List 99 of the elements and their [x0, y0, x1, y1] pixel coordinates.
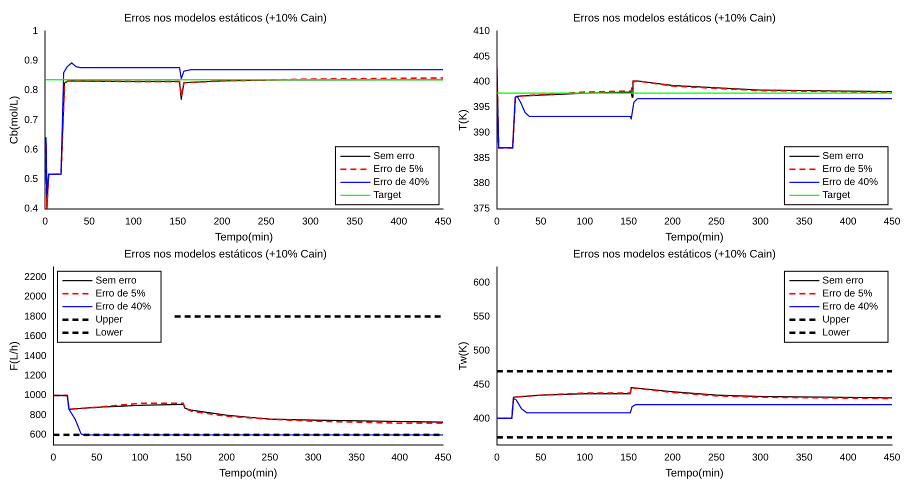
y-tick-label: 0.8 [24, 85, 39, 96]
y-tick-label: 0.5 [24, 174, 39, 185]
legend-label: Erro de 5% [373, 164, 424, 176]
x-tick-label: 450 [434, 452, 452, 464]
y-tick-label: 550 [473, 312, 490, 323]
x-tick-label: 100 [125, 216, 142, 228]
x-tick-label: 0 [494, 216, 500, 228]
x-tick-label: 400 [840, 452, 857, 464]
x-axis-title: Tempo(min) [215, 231, 274, 244]
x-tick-label: 350 [796, 452, 813, 464]
y-tick-label: 405 [473, 51, 490, 62]
legend-label: Erro de 40% [95, 301, 152, 312]
legend-label: Sem erro [373, 151, 415, 162]
y-tick-label: 2200 [24, 272, 47, 283]
x-tick-label: 0 [42, 216, 48, 228]
y-tick-label: 450 [473, 380, 490, 391]
y-tick-label: 390 [473, 127, 490, 138]
legend-label: Erro de 40% [373, 177, 430, 188]
y-tick-label: 395 [473, 102, 490, 114]
legend-label: Erro de 5% [822, 164, 873, 176]
y-tick-label: 1600 [24, 331, 47, 342]
y-tick-label: 410 [473, 26, 490, 37]
x-tick-label: 50 [535, 216, 547, 228]
y-tick-label: 600 [30, 430, 47, 441]
legend-label: Erro de 5% [95, 288, 146, 300]
y-tick-label: 0.7 [24, 114, 39, 126]
chart-title: Erros nos modelos estáticos (+10% Cain) [573, 248, 776, 261]
y-axis-title: Tw(K) [458, 342, 470, 370]
chart-title: Erros nos modelos estáticos (+10% Cain) [124, 248, 327, 261]
x-tick-label: 150 [620, 216, 638, 228]
x-tick-label: 200 [664, 452, 682, 464]
legend-label: Sem erro [822, 151, 864, 162]
y-tick-label: 1400 [24, 350, 47, 362]
y-tick-label: 0.9 [24, 56, 39, 67]
x-tick-label: 250 [262, 452, 279, 464]
y-tick-label: 375 [473, 204, 490, 215]
legend-label: Erro de 40% [822, 301, 878, 312]
x-tick-label: 400 [390, 216, 408, 228]
legend-label: Sem erro [822, 275, 864, 286]
y-tick-label: 400 [473, 76, 490, 88]
x-tick-label: 350 [796, 216, 813, 228]
x-tick-label: 300 [304, 452, 322, 464]
legend-label: Target [373, 190, 402, 202]
x-tick-label: 300 [752, 452, 770, 464]
x-tick-label: 300 [302, 216, 320, 228]
chart-title: Erros nos modelos estáticos (+10% Cain) [573, 12, 776, 25]
x-tick-label: 200 [218, 452, 236, 464]
y-tick-label: 0.6 [24, 144, 39, 156]
legend-label: Sem erro [95, 275, 138, 286]
x-tick-label: 250 [258, 216, 275, 228]
x-tick-label: 0 [494, 452, 500, 464]
x-tick-label: 50 [535, 452, 547, 464]
x-tick-label: 100 [576, 216, 594, 228]
x-tick-label: 150 [620, 452, 638, 464]
x-axis-title: Tempo(min) [219, 467, 278, 480]
x-tick-label: 100 [576, 452, 594, 464]
y-tick-label: 1200 [24, 370, 47, 382]
y-axis-title: T(K) [458, 109, 470, 131]
x-tick-label: 50 [91, 452, 103, 464]
x-tick-label: 350 [346, 216, 364, 228]
y-tick-label: 1000 [24, 390, 47, 402]
y-tick-label: 0.4 [24, 204, 39, 215]
legend-label: Upper [95, 314, 124, 326]
y-tick-label: 380 [473, 178, 490, 190]
legend-label: Erro de 40% [822, 177, 878, 188]
y-tick-label: 800 [30, 410, 47, 421]
chart-title: Erros nos modelos estáticos (+10% Cain) [124, 12, 327, 25]
x-tick-label: 350 [348, 452, 366, 464]
x-tick-label: 400 [391, 452, 408, 464]
x-tick-label: 400 [840, 216, 857, 228]
x-axis-title: Tempo(min) [665, 467, 724, 480]
legend-label: Lower [95, 327, 124, 338]
x-axis-title: Tempo(min) [665, 231, 724, 244]
y-tick-label: 1 [32, 26, 39, 37]
x-tick-label: 50 [84, 216, 96, 228]
x-tick-label: 200 [664, 216, 682, 228]
y-tick-label: 600 [473, 278, 490, 289]
x-tick-label: 450 [884, 452, 901, 464]
x-tick-label: 450 [434, 216, 452, 228]
y-axis-title: F(L/h) [8, 341, 21, 371]
y-tick-label: 385 [473, 152, 490, 164]
x-tick-label: 300 [752, 216, 770, 228]
x-tick-label: 250 [708, 452, 726, 464]
y-tick-label: 400 [473, 414, 490, 425]
y-tick-label: 500 [473, 346, 490, 357]
x-tick-label: 150 [169, 216, 187, 228]
x-tick-label: 0 [50, 452, 57, 464]
legend-label: Lower [822, 327, 850, 338]
x-tick-label: 250 [708, 216, 726, 228]
y-tick-label: 2000 [24, 292, 47, 303]
y-tick-label: 1800 [24, 311, 47, 322]
x-tick-label: 150 [174, 452, 192, 464]
y-axis-title: Cb(mol/L) [8, 96, 21, 144]
x-tick-label: 450 [884, 216, 901, 228]
legend-label: Erro de 5% [822, 288, 873, 300]
legend-label: Target [822, 190, 850, 202]
x-tick-label: 200 [214, 216, 231, 228]
x-tick-label: 100 [132, 452, 149, 464]
legend-label: Upper [822, 314, 850, 326]
